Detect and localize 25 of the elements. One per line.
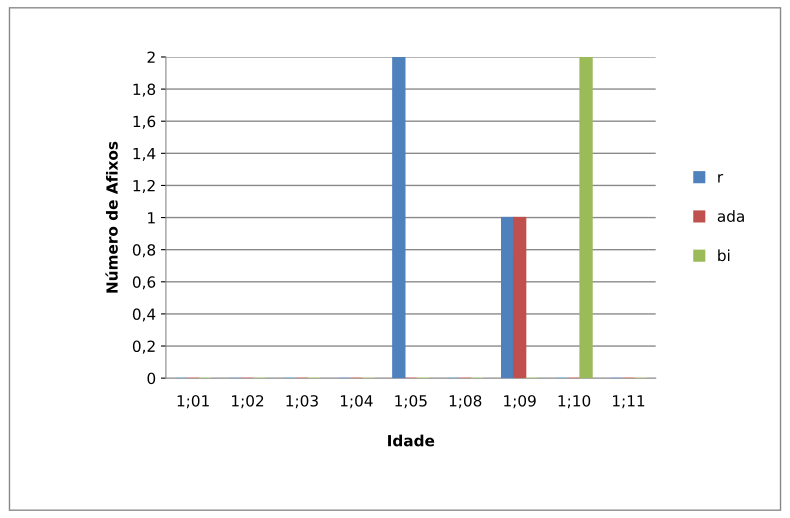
legend-label: ada bbox=[718, 210, 744, 222]
y-tick-label: 0 bbox=[147, 372, 156, 384]
x-tick-label: 1;04 bbox=[340, 395, 373, 408]
y-tick-label: 1,8 bbox=[134, 84, 156, 97]
y-tick-label: 0,6 bbox=[132, 276, 156, 290]
y-tick-label: 1,4 bbox=[134, 148, 156, 161]
y-axis-title: Número de Afixos bbox=[105, 142, 118, 293]
y-tick-label: 1 bbox=[148, 212, 155, 224]
x-axis-title: Idade bbox=[388, 434, 434, 446]
legend-label: r bbox=[718, 174, 724, 183]
y-tick-label: 1,6 bbox=[134, 116, 156, 129]
y-tick-label: 0,4 bbox=[132, 308, 156, 322]
x-tick-label: 1;03 bbox=[286, 395, 318, 408]
x-tick-label: 1;11 bbox=[613, 395, 644, 408]
x-tick-label: 1;01 bbox=[178, 395, 209, 408]
x-tick-label: 1;08 bbox=[450, 395, 482, 408]
x-tick-label: 1;09 bbox=[504, 395, 536, 408]
y-tick-label: 0,2 bbox=[132, 340, 155, 354]
legend-label: bi bbox=[718, 249, 730, 262]
x-tick-label: 1;02 bbox=[232, 395, 264, 408]
x-tick-label: 1;10 bbox=[558, 395, 590, 408]
y-tick-label: 1,2 bbox=[134, 180, 155, 194]
y-tick-label: 0,8 bbox=[132, 244, 156, 258]
y-tick-label: 2 bbox=[148, 51, 155, 63]
x-tick-label: 1;05 bbox=[395, 395, 427, 408]
